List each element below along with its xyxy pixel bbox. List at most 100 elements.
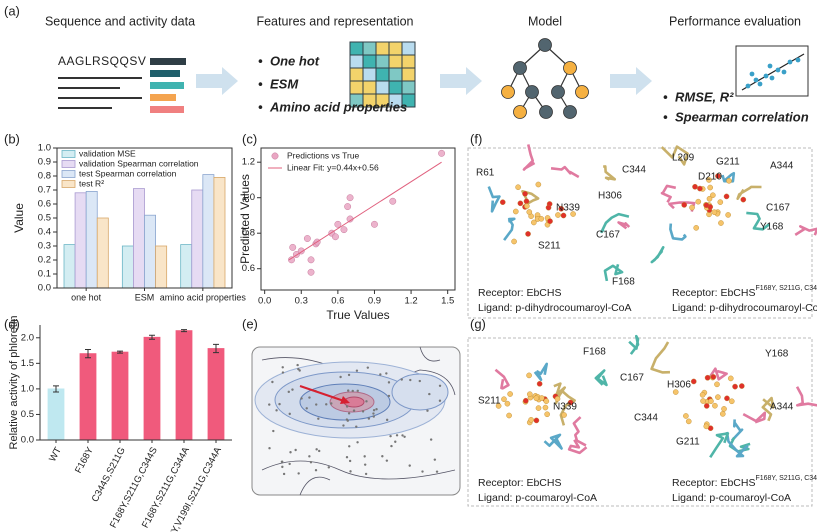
x-tick-label: 0.9 bbox=[368, 296, 381, 307]
legend-label: test Spearman correlation bbox=[79, 168, 177, 178]
residue-label: S211 bbox=[538, 241, 561, 252]
residue-stick bbox=[742, 411, 767, 424]
residue-stick bbox=[487, 186, 501, 213]
feature-cell bbox=[362, 67, 377, 82]
residue-stick bbox=[628, 334, 640, 355]
receptor-name: Receptor: EbCHS bbox=[478, 287, 561, 299]
residue-stick bbox=[660, 184, 677, 203]
ligand-atom bbox=[506, 412, 512, 419]
sample-dot bbox=[395, 434, 399, 437]
x-tick-label: C344S,S211G bbox=[90, 445, 128, 504]
tree-node bbox=[575, 85, 589, 99]
sample-dot bbox=[330, 402, 333, 405]
feature-cell bbox=[401, 54, 416, 69]
residue-stick bbox=[728, 437, 751, 453]
sample-dot bbox=[385, 372, 388, 375]
residue-stick bbox=[572, 416, 587, 447]
residue-label: G211 bbox=[676, 437, 700, 448]
feature-cell bbox=[349, 41, 364, 56]
point bbox=[289, 243, 297, 251]
ligand-atom bbox=[525, 231, 531, 237]
bar bbox=[143, 336, 161, 441]
ligand-atom bbox=[710, 374, 717, 380]
sample-dot bbox=[365, 400, 368, 403]
bar bbox=[121, 245, 134, 289]
sample-dot bbox=[408, 464, 411, 467]
feature: ESM bbox=[270, 76, 299, 91]
point bbox=[346, 194, 354, 202]
residue-label: C167 bbox=[596, 230, 620, 241]
step-title: Model bbox=[528, 14, 562, 28]
residue-stick bbox=[746, 211, 771, 231]
sample-dot bbox=[426, 409, 429, 412]
ligand-atom bbox=[732, 383, 738, 390]
sample-dot bbox=[291, 388, 294, 391]
tree-node bbox=[539, 105, 553, 119]
ligand-atom bbox=[715, 173, 721, 179]
sample-dot bbox=[433, 458, 437, 461]
point bbox=[288, 256, 295, 264]
ligand-atom bbox=[728, 398, 735, 405]
sample-dot bbox=[372, 408, 376, 412]
sample-dot bbox=[325, 403, 328, 406]
bullet: • bbox=[258, 53, 263, 68]
ligand-atom bbox=[527, 391, 533, 397]
y-tick-label: 1.0 bbox=[21, 383, 34, 394]
residue-stick bbox=[550, 165, 580, 179]
sample-dot bbox=[385, 459, 389, 462]
tree-node bbox=[513, 61, 527, 75]
tree-node bbox=[563, 105, 577, 119]
bar bbox=[111, 351, 129, 441]
ligand-atom bbox=[511, 238, 517, 245]
panel-label: (a) bbox=[4, 3, 20, 18]
bar bbox=[175, 330, 193, 441]
ligand-atom bbox=[526, 209, 533, 215]
receptor-mutations: F168Y, S211G, C344A bbox=[755, 285, 817, 292]
feature-cell bbox=[349, 67, 364, 82]
ligand-atom bbox=[531, 219, 537, 226]
ligand-atom bbox=[717, 199, 724, 205]
point bbox=[331, 233, 339, 241]
ligand-atom bbox=[528, 417, 534, 423]
sample-dot bbox=[308, 455, 311, 458]
feature-cell bbox=[349, 80, 364, 95]
feature: Amino acid properties bbox=[269, 99, 407, 114]
panel-label: (b) bbox=[4, 131, 20, 146]
ligand-caption: Ligand: p-coumaroyl-CoA bbox=[478, 492, 597, 504]
residue-stick bbox=[543, 433, 563, 450]
sample-dot bbox=[418, 379, 421, 383]
ligand-atom bbox=[524, 203, 530, 209]
residue-stick bbox=[594, 369, 608, 387]
receptor-name: Receptor: EbCHS bbox=[672, 477, 755, 489]
ligand-atom bbox=[545, 204, 552, 211]
plot-frame bbox=[56, 147, 233, 289]
y-tick-label: 0.6 bbox=[38, 199, 51, 210]
residue-label: C167 bbox=[620, 373, 644, 384]
sample-dot bbox=[355, 425, 358, 428]
sample-dot bbox=[282, 472, 286, 476]
receptor-caption: Receptor: EbCHS bbox=[478, 477, 561, 489]
sample-dot bbox=[268, 403, 271, 406]
ligand-atom bbox=[725, 212, 731, 218]
x-tick-label: 0.0 bbox=[258, 296, 271, 307]
ligand-atom bbox=[692, 183, 698, 190]
y-tick-label: 1.5 bbox=[21, 358, 34, 369]
sample-dot bbox=[309, 461, 313, 464]
point bbox=[307, 256, 315, 264]
bullet: • bbox=[663, 89, 668, 104]
residue-stick bbox=[709, 432, 730, 459]
ligand-atom bbox=[536, 381, 543, 387]
ligand-atom bbox=[554, 396, 561, 402]
ligand-atom bbox=[723, 193, 730, 200]
y-tick-label: 1.2 bbox=[242, 157, 255, 168]
metric: Spearman correlation bbox=[675, 109, 809, 124]
residue-stick bbox=[503, 217, 516, 241]
panel-label: (d) bbox=[4, 316, 20, 331]
ligand-atom bbox=[706, 195, 713, 202]
legend-swatch bbox=[61, 160, 76, 168]
sample-dot bbox=[288, 462, 291, 466]
y-tick-label: 2.0 bbox=[21, 332, 34, 343]
residue-stick bbox=[660, 145, 689, 166]
ligand-atom bbox=[700, 398, 706, 404]
